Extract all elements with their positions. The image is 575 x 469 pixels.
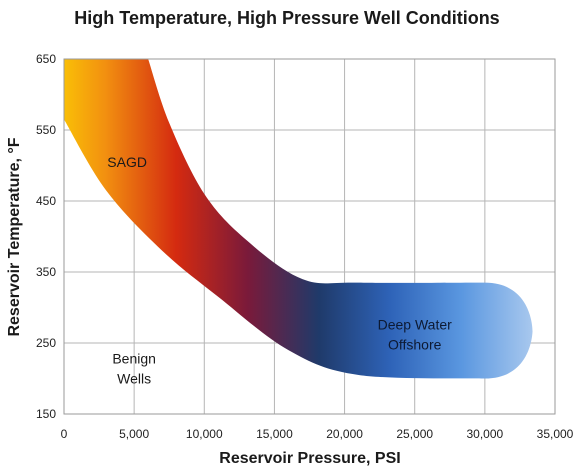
band-layer — [64, 59, 533, 379]
y-tick-label: 550 — [36, 123, 56, 137]
y-tick-label: 350 — [36, 265, 56, 279]
plot-frame — [63, 58, 556, 415]
x-tick-label: 0 — [61, 427, 68, 441]
x-tick-label: 5,000 — [119, 427, 149, 441]
y-tick-label: 150 — [36, 407, 56, 421]
x-tick-label: 35,000 — [537, 427, 574, 441]
region-label: Benign — [112, 351, 156, 367]
chart-title: High Temperature, High Pressure Well Con… — [74, 8, 499, 28]
x-tick-label: 15,000 — [256, 427, 293, 441]
x-tick-label: 30,000 — [467, 427, 504, 441]
conditions-band — [64, 59, 533, 379]
region-label: Wells — [117, 371, 151, 387]
y-tick-label: 650 — [36, 52, 56, 66]
region-label: SAGD — [107, 154, 147, 170]
region-label: Deep Water — [378, 316, 453, 332]
x-tick-label: 20,000 — [326, 427, 363, 441]
x-tick-label: 10,000 — [186, 427, 223, 441]
y-tick-labels: 150 250 350 450 550 650 — [36, 52, 56, 421]
y-tick-label: 450 — [36, 194, 56, 208]
x-tick-label: 25,000 — [396, 427, 433, 441]
y-tick-label: 250 — [36, 336, 56, 350]
region-label: Offshore — [388, 336, 442, 352]
x-axis-title: Reservoir Pressure, PSI — [219, 450, 400, 467]
region-labels: SAGD Deep Water Offshore Benign Wells — [107, 154, 452, 387]
y-axis-title: Reservoir Temperature, °F — [6, 137, 23, 336]
x-tick-labels: 0 5,000 10,000 15,000 20,000 25,000 30,000 35,0… — [61, 427, 574, 441]
